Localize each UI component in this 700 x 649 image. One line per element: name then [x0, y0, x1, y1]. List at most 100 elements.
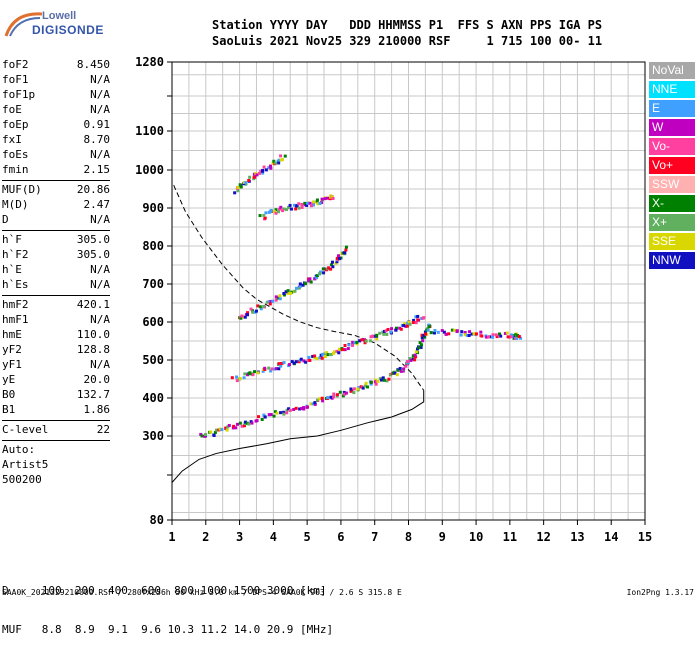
- param-name: yF1: [2, 358, 22, 371]
- echo-point: [257, 171, 261, 175]
- echo-point: [419, 345, 423, 349]
- echo-point: [215, 428, 219, 432]
- echo-point: [351, 343, 355, 347]
- echo-point: [409, 358, 413, 362]
- echo-point: [463, 330, 467, 334]
- legend: NoVal NNE E W Vo- Vo+ SSW X- X+ SSE NNW: [649, 62, 695, 271]
- param-value: 8.70: [83, 133, 111, 146]
- legend-item-noval: NoVal: [649, 62, 695, 79]
- echo-point: [235, 375, 239, 379]
- y-tick-label: 1000: [135, 163, 164, 177]
- echo-point: [390, 327, 394, 331]
- echo-point: [272, 414, 276, 418]
- echo-point: [341, 394, 345, 398]
- echo-point: [246, 311, 250, 315]
- echo-point: [303, 282, 307, 286]
- echo-point: [262, 213, 266, 217]
- echo-point: [300, 203, 304, 207]
- echo-point: [213, 430, 217, 434]
- param-name: h`Es: [2, 278, 29, 291]
- echo-point: [329, 395, 333, 399]
- echo-point: [292, 203, 296, 207]
- echo-point: [413, 358, 417, 362]
- echo-point: [424, 332, 428, 336]
- echo-point: [238, 377, 242, 381]
- echo-point: [401, 369, 405, 373]
- echo-point: [398, 366, 402, 370]
- echo-point: [363, 341, 367, 345]
- echo-point: [286, 291, 290, 295]
- echo-point: [416, 318, 420, 322]
- echo-point: [265, 300, 269, 304]
- echo-point: [465, 333, 469, 337]
- echo-point: [200, 434, 204, 438]
- echo-point: [318, 272, 322, 276]
- param-separator: [2, 230, 110, 231]
- param-value: 8.450: [76, 58, 110, 71]
- echo-point: [326, 353, 330, 357]
- echo-point: [254, 309, 258, 313]
- echo-point: [467, 330, 471, 334]
- echo-point: [231, 426, 235, 430]
- echo-point: [313, 356, 317, 360]
- echo-point: [507, 335, 511, 339]
- param-value: 128.8: [76, 343, 110, 356]
- echo-point: [408, 322, 412, 326]
- echo-point: [282, 361, 286, 365]
- echo-point: [376, 379, 380, 383]
- param-row: fmin 2.15: [2, 163, 110, 178]
- param-value: 420.1: [76, 298, 110, 311]
- echo-point: [243, 315, 247, 319]
- echo-point: [218, 427, 222, 431]
- echo-point: [364, 339, 368, 343]
- echo-point: [252, 175, 256, 179]
- echo-point: [292, 361, 296, 365]
- echo-point: [262, 304, 266, 308]
- param-value: 132.7: [76, 388, 110, 401]
- echo-point: [315, 357, 319, 361]
- echo-point: [318, 201, 322, 205]
- echo-point: [332, 395, 336, 399]
- echo-point: [414, 315, 418, 319]
- echo-point: [379, 378, 383, 382]
- echo-point: [479, 330, 483, 334]
- echo-point: [275, 411, 279, 415]
- param-value: 0.91: [83, 118, 111, 131]
- param-value: N/A: [90, 313, 110, 326]
- echo-point: [313, 354, 317, 358]
- echo-point: [277, 367, 281, 371]
- param-value: 20.86: [76, 183, 110, 196]
- param-name: foEp: [2, 118, 29, 131]
- param-row: yF2 128.8: [2, 343, 110, 358]
- echo-point: [311, 402, 315, 406]
- echo-point: [274, 298, 278, 302]
- echo-point: [408, 357, 412, 361]
- echo-point: [261, 169, 265, 173]
- echo-point: [389, 330, 393, 334]
- echo-point: [494, 333, 498, 337]
- echo-point: [306, 358, 310, 362]
- x-tick-label: 11: [503, 530, 517, 544]
- echo-point: [313, 402, 317, 406]
- echo-point: [338, 347, 342, 351]
- echo-point: [320, 201, 324, 205]
- echo-point: [420, 333, 424, 337]
- param-value: 20.0: [83, 373, 111, 386]
- param-name: foF1p: [2, 88, 36, 101]
- param-value: N/A: [90, 73, 110, 86]
- echo-point: [315, 198, 319, 202]
- echo-point: [328, 353, 332, 357]
- param-value: 2.15: [83, 163, 111, 176]
- echo-point: [267, 413, 271, 417]
- echo-point: [337, 254, 341, 258]
- echo-point: [292, 407, 296, 411]
- echo-point: [299, 357, 303, 361]
- echo-point: [331, 265, 335, 269]
- x-tick-label: 9: [439, 530, 446, 544]
- y-tick-label: 700: [142, 277, 164, 291]
- echo-point: [282, 291, 286, 295]
- echo-point: [343, 392, 347, 396]
- echo-point: [375, 337, 379, 341]
- param-row: foE N/A: [2, 103, 110, 118]
- echo-point: [467, 334, 471, 338]
